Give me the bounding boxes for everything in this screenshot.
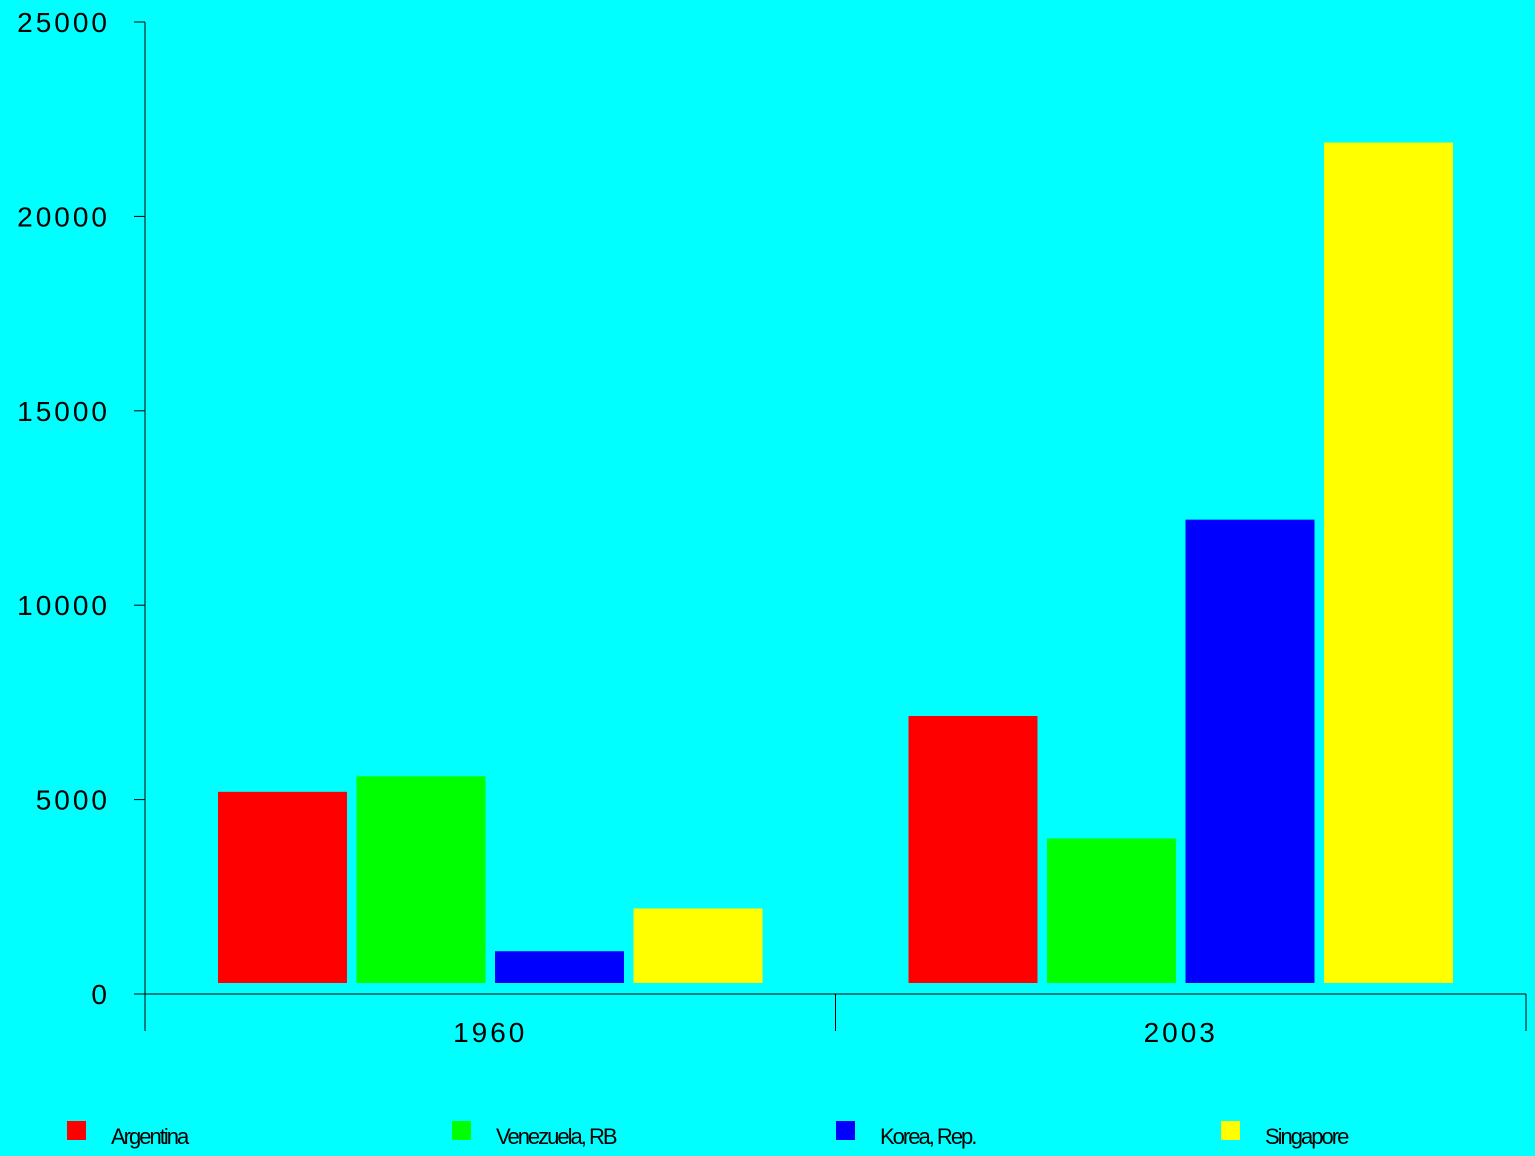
- bar-2003-2: [1185, 519, 1315, 983]
- labels-group: 0 5000 10000 15000 20000 25000 1960 2003: [17, 7, 1218, 1048]
- axes-group: [134, 21, 1527, 1031]
- legend-item-3: Singapore: [1221, 1118, 1349, 1154]
- bars-group: [218, 142, 1453, 983]
- legend-label-argentina: Argentina: [111, 1124, 189, 1149]
- y-tick-label-4: 20000: [17, 201, 110, 232]
- y-tick-label-1: 5000: [36, 785, 110, 816]
- legend-item-1: Venezuela, RB: [452, 1118, 618, 1154]
- legend-swatch-singapore: [1221, 1121, 1240, 1140]
- legend: Argentina Venezuela, RB Korea, Rep. Sing…: [0, 1118, 1535, 1154]
- legend-item-0: Argentina: [67, 1118, 189, 1154]
- y-tick-label-3: 15000: [17, 396, 110, 427]
- bar-2003-3: [1324, 142, 1453, 983]
- legend-swatch-argentina: [67, 1121, 86, 1140]
- y-tick-label-5: 25000: [17, 7, 110, 38]
- y-tick-label-0: 0: [91, 979, 110, 1010]
- bar-1960-1: [356, 776, 486, 983]
- bar-1960-2: [495, 951, 624, 983]
- bar-1960-3: [633, 908, 763, 983]
- x-tick-label-0: 1960: [453, 1017, 527, 1048]
- x-tick-label-1: 2003: [1144, 1017, 1218, 1048]
- legend-swatch-korea: [836, 1121, 855, 1140]
- legend-swatch-venezuela: [452, 1121, 471, 1140]
- y-tick-label-2: 10000: [17, 590, 110, 621]
- bar-1960-0: [218, 791, 347, 983]
- legend-item-2: Korea, Rep.: [836, 1118, 977, 1154]
- legend-label-korea: Korea, Rep.: [880, 1124, 977, 1149]
- bar-2003-1: [1047, 838, 1176, 983]
- legend-label-singapore: Singapore: [1265, 1124, 1349, 1149]
- bar-2003-0: [908, 716, 1038, 983]
- legend-label-venezuela: Venezuela, RB: [496, 1124, 618, 1149]
